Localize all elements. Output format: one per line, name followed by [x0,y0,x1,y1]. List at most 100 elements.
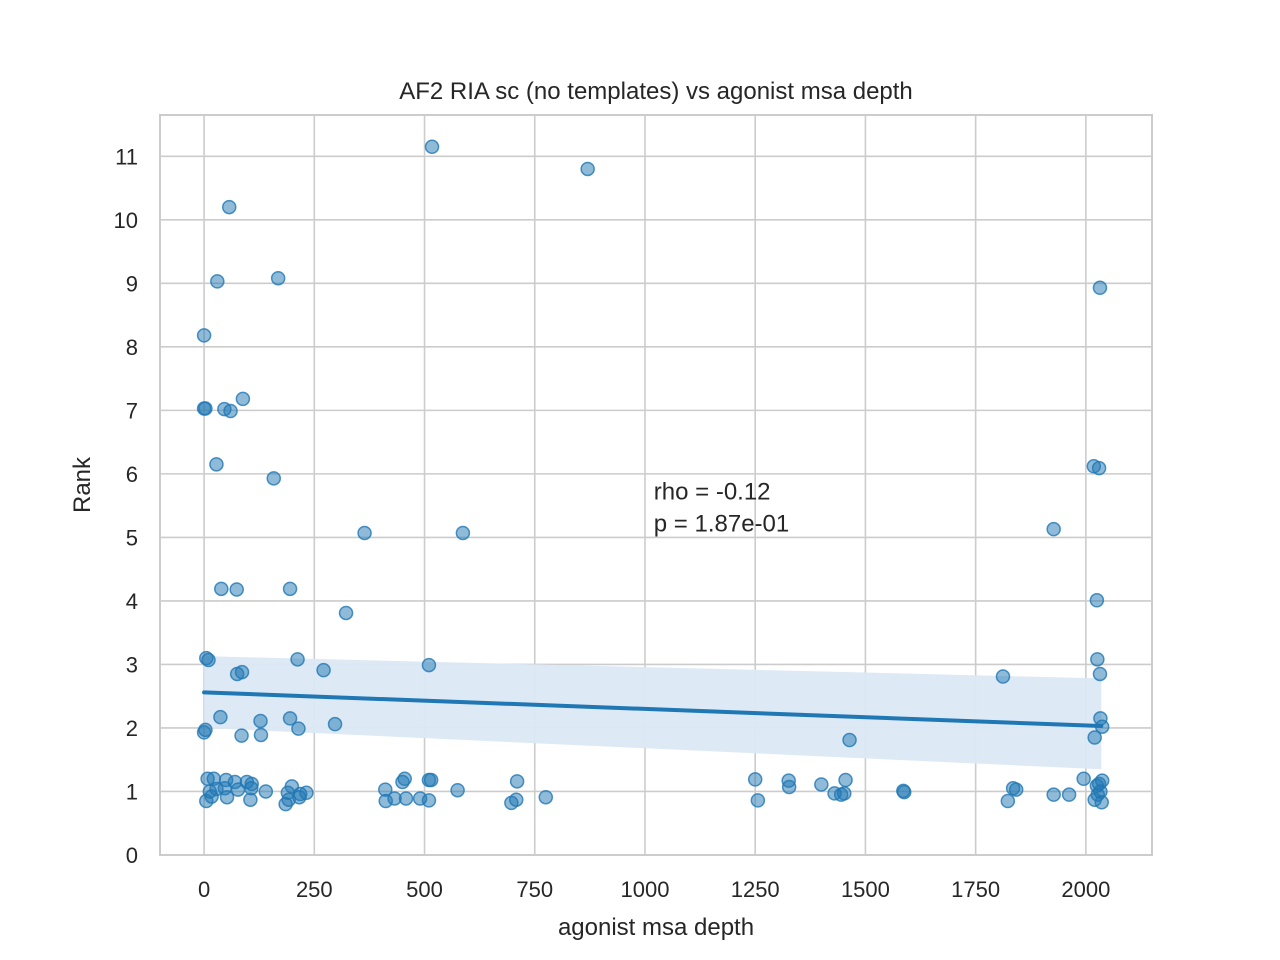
scatter-point [580,161,595,177]
scatter-point [450,782,465,798]
scatter-point [1094,773,1110,788]
scatter-point [270,270,286,286]
scatter-point [1094,795,1109,810]
scatter-point [1061,787,1077,802]
y-tick-label: 8 [126,335,138,360]
scatter-point [455,525,471,541]
scatter-point [201,652,216,668]
scatter-point [219,789,235,805]
plot-frame [159,114,1153,856]
scatter-point [423,772,439,788]
scatter-point [316,662,331,678]
scatter-point [508,792,524,807]
scatter-point [750,793,766,808]
chart-title: AF2 RIA sc (no templates) vs agonist msa… [399,78,913,105]
y-tick-label: 10 [114,208,138,233]
scatter-point [896,784,912,800]
scatter-point [266,471,281,486]
scatter-point [1046,521,1061,537]
x-tick-label: 0 [198,877,210,902]
y-tick-label: 7 [126,398,138,423]
scatter-point [290,652,305,667]
scatter-point [198,722,213,738]
regression-line-layer [202,690,1104,729]
scatter-point [837,786,852,801]
scatter-point [1076,771,1091,787]
scatter-point [424,139,440,155]
x-tick-label: 500 [406,877,443,902]
scatter-point [397,771,412,787]
scatter-point [196,328,212,343]
scatter-point [204,789,219,804]
scatter-point [838,772,853,788]
scatter-point [1090,652,1105,667]
scatter-point [253,727,269,743]
x-tick-label: 2000 [1061,877,1110,902]
scatter-point [814,777,829,792]
scatter-point [258,784,274,799]
y-tick-label: 11 [115,144,138,169]
scatter-point [221,199,237,215]
scatter-point [235,391,251,407]
y-tick-label: 3 [126,652,138,677]
scatter-point [234,728,249,743]
y-axis-label: Rank [69,456,96,513]
scatter-point [243,792,258,807]
y-tick-label: 4 [126,589,138,614]
x-tick-label: 1000 [621,877,670,902]
scatter-point [209,457,224,472]
x-tick-labels: 0 250 500 750 1000 1250 1500 1750 2000 [198,877,1110,902]
scatter-point [995,669,1011,684]
y-tick-label: 9 [126,271,138,296]
rho-annotation: rho = -0.12 [654,478,771,505]
scatter-point [229,666,245,682]
scatter-point [213,709,228,725]
scatter-point [292,786,308,802]
scatter-point [421,657,437,673]
x-tick-label: 1250 [731,877,780,902]
regression-line [202,690,1104,729]
scatter-point [198,401,213,416]
scatter-point [1000,793,1016,809]
scatter-point [781,779,797,795]
scatter-point [338,605,354,621]
scatter-point [1089,593,1105,608]
scatter-point [327,716,343,732]
scatter-point [282,581,298,597]
scatter-point [1092,280,1108,296]
x-axis-label: agonist msa depth [558,914,754,941]
scatter-point [210,274,225,289]
scatter-point [421,793,437,808]
y-tick-label: 6 [126,462,138,487]
scatter-point [1092,666,1108,682]
scatter-point [282,711,298,726]
scatter-point [1008,782,1024,797]
p-value-annotation: p = 1.87e-01 [654,510,789,537]
scatter-point [223,403,238,419]
x-tick-label: 1750 [951,877,1000,902]
y-tick-label: 1 [126,779,138,804]
scatter-point [1091,460,1107,476]
y-tick-label: 5 [126,525,138,550]
scatter-point [747,772,763,787]
correlation-annotation: rho = -0.12 p = 1.87e-01 [654,478,789,537]
x-tick-label: 750 [516,877,553,902]
scatter-point [842,732,857,748]
scatter-point [398,791,414,806]
scatter-point [1087,730,1102,745]
scatter-point [538,789,554,805]
y-tick-label: 2 [126,716,138,741]
scatter-point [1046,787,1061,802]
x-tick-label: 1500 [841,877,890,902]
scatter-point [291,721,306,736]
y-tick-label: 0 [126,843,138,868]
scatter-point [214,581,229,597]
scatter-point [357,525,372,541]
scatter-point [229,582,244,597]
confidence-band-layer [204,656,1102,770]
scatter-point [253,713,268,729]
y-tick-labels: 0 1 2 3 4 5 6 7 8 9 10 11 [114,144,138,868]
confidence-band [204,656,1102,770]
scatter-point [509,774,525,789]
